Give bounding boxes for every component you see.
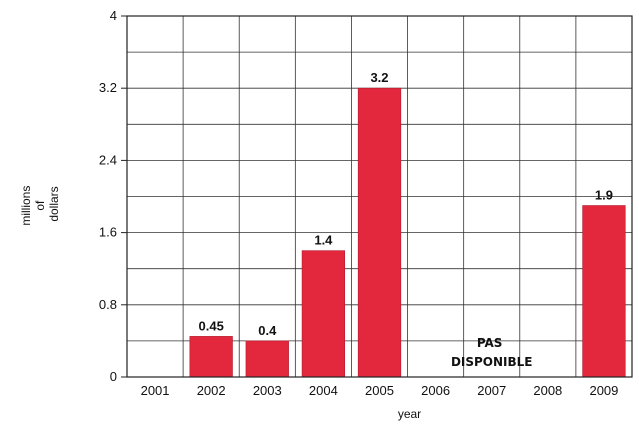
y-tick-label: 0.8 xyxy=(99,297,117,312)
x-tick-label: 2001 xyxy=(141,383,170,398)
data-label-2002: 0.45 xyxy=(199,318,224,333)
y-axis-label: millions of dollars xyxy=(19,182,61,225)
bar-2009 xyxy=(582,205,626,378)
data-labels: 0.45 0.4 1.4 3.2 1.9 xyxy=(199,70,613,338)
x-tick-label: 2005 xyxy=(365,383,394,398)
x-tick-label: 2004 xyxy=(309,383,338,398)
x-tick-label: 2003 xyxy=(253,383,282,398)
x-tick-label: 2002 xyxy=(197,383,226,398)
not-available-annotation: PAS DISPONIBLE xyxy=(451,336,533,369)
bars xyxy=(189,87,626,378)
y-tick-label: 0 xyxy=(110,369,117,384)
bar-2003 xyxy=(245,340,289,378)
y-tick-label: 2.4 xyxy=(99,152,117,167)
bar-2004 xyxy=(301,250,346,378)
y-axis-label-line-3: dollars xyxy=(47,186,61,221)
data-label-2004: 1.4 xyxy=(314,233,333,248)
bar-2002 xyxy=(189,336,233,378)
x-tick-label: 2009 xyxy=(589,383,618,398)
y-tick-label: 1.6 xyxy=(99,225,117,240)
y-tick-label: 3.2 xyxy=(99,80,117,95)
annotation-line-1: PAS xyxy=(477,336,503,350)
data-label-2009: 1.9 xyxy=(595,188,613,203)
data-label-2005: 3.2 xyxy=(370,70,388,85)
y-axis-label-line-1: millions xyxy=(19,186,33,226)
y-tick-label: 4 xyxy=(110,8,117,23)
x-axis-label: year xyxy=(398,407,421,421)
plot-frame xyxy=(126,15,633,378)
x-tick-label: 2007 xyxy=(477,383,506,398)
data-label-2003: 0.4 xyxy=(258,323,277,338)
x-tick-label: 2008 xyxy=(533,383,562,398)
annotation-line-2: DISPONIBLE xyxy=(451,355,533,369)
x-axis-ticks: 2001 2002 2003 2004 2005 2006 2007 2008 2009 xyxy=(141,383,619,398)
y-axis-label-line-2: of xyxy=(33,200,47,211)
x-tick-label: 2006 xyxy=(421,383,450,398)
y-axis-ticks: 0 0.8 1.6 2.4 3.2 4 xyxy=(99,8,127,384)
bar-2005 xyxy=(357,87,402,378)
